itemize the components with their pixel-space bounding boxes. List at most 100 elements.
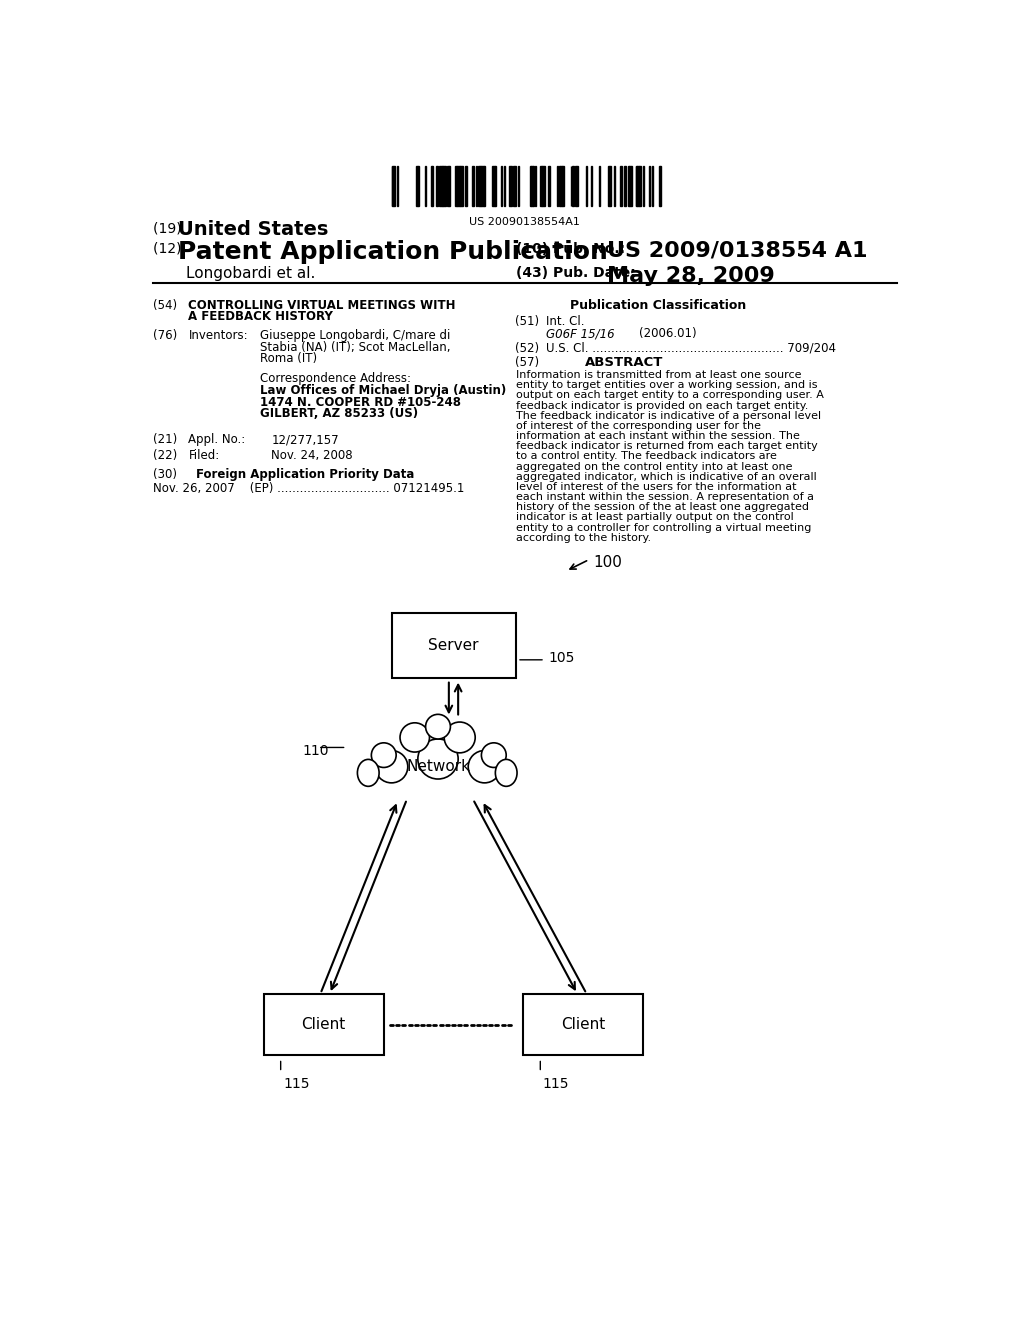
Bar bbox=[397, 166, 398, 206]
Bar bbox=[652, 166, 653, 206]
Text: 110: 110 bbox=[302, 743, 329, 758]
Text: US 2009/0138554 A1: US 2009/0138554 A1 bbox=[607, 240, 867, 260]
Text: Network: Network bbox=[406, 759, 470, 775]
Bar bbox=[523, 994, 643, 1056]
Text: (52): (52) bbox=[515, 342, 540, 355]
Text: each instant within the session. A representation of a: each instant within the session. A repre… bbox=[515, 492, 813, 502]
Bar bbox=[557, 166, 558, 206]
Text: Nov. 26, 2007    (EP) .............................. 07121495.1: Nov. 26, 2007 (EP) .....................… bbox=[153, 482, 464, 495]
Text: (76): (76) bbox=[153, 330, 177, 342]
Text: Nov. 24, 2008: Nov. 24, 2008 bbox=[271, 449, 353, 462]
Text: indicator is at least partially output on the control: indicator is at least partially output o… bbox=[515, 512, 794, 523]
Text: information at each instant within the session. The: information at each instant within the s… bbox=[515, 432, 800, 441]
Bar bbox=[607, 166, 611, 206]
Bar bbox=[416, 166, 418, 206]
Text: Filed:: Filed: bbox=[188, 449, 220, 462]
Text: (43) Pub. Date:: (43) Pub. Date: bbox=[515, 267, 635, 280]
Bar bbox=[465, 166, 467, 206]
Text: aggregated on the control entity into at least one: aggregated on the control entity into at… bbox=[515, 462, 792, 471]
Bar bbox=[455, 166, 458, 206]
Text: (54): (54) bbox=[153, 298, 177, 312]
Text: level of interest of the users for the information at: level of interest of the users for the i… bbox=[515, 482, 796, 492]
Bar bbox=[438, 166, 442, 206]
Text: Server: Server bbox=[428, 638, 479, 653]
Ellipse shape bbox=[372, 743, 396, 767]
Bar bbox=[624, 166, 626, 206]
Text: Client: Client bbox=[561, 1018, 605, 1032]
Text: (12): (12) bbox=[153, 242, 185, 256]
Text: The feedback indicator is indicative of a personal level: The feedback indicator is indicative of … bbox=[515, 411, 820, 421]
Text: Patent Application Publication: Patent Application Publication bbox=[178, 240, 608, 264]
Text: output on each target entity to a corresponding user. A: output on each target entity to a corres… bbox=[515, 391, 823, 400]
Ellipse shape bbox=[357, 759, 379, 787]
Text: (30): (30) bbox=[153, 469, 177, 480]
Bar bbox=[621, 166, 623, 206]
Bar bbox=[614, 166, 615, 206]
Bar bbox=[562, 166, 563, 206]
Bar bbox=[532, 166, 535, 206]
Bar bbox=[504, 166, 506, 206]
Text: (51): (51) bbox=[515, 315, 540, 329]
Text: (2006.01): (2006.01) bbox=[640, 327, 697, 341]
Bar bbox=[477, 166, 480, 206]
Ellipse shape bbox=[375, 751, 408, 783]
Ellipse shape bbox=[426, 714, 451, 739]
Text: Foreign Application Priority Data: Foreign Application Priority Data bbox=[197, 469, 415, 480]
Bar bbox=[442, 166, 445, 206]
Bar bbox=[458, 166, 460, 206]
Text: Inventors:: Inventors: bbox=[188, 330, 248, 342]
Text: 105: 105 bbox=[548, 651, 574, 664]
Text: GILBERT, AZ 85233 (US): GILBERT, AZ 85233 (US) bbox=[260, 407, 418, 420]
Bar bbox=[432, 166, 433, 206]
Text: Int. Cl.: Int. Cl. bbox=[547, 315, 585, 329]
Text: entity to a controller for controlling a virtual meeting: entity to a controller for controlling a… bbox=[515, 523, 811, 532]
Bar bbox=[531, 166, 532, 206]
Bar bbox=[481, 166, 483, 206]
Ellipse shape bbox=[444, 722, 475, 752]
Bar bbox=[540, 166, 542, 206]
Text: 1474 N. COOPER RD #105-248: 1474 N. COOPER RD #105-248 bbox=[260, 396, 461, 409]
Ellipse shape bbox=[468, 751, 501, 783]
Bar bbox=[637, 166, 639, 206]
Bar bbox=[461, 166, 463, 206]
Text: A FEEDBACK HISTORY: A FEEDBACK HISTORY bbox=[188, 310, 334, 323]
Bar bbox=[575, 166, 578, 206]
Bar bbox=[493, 166, 495, 206]
Bar bbox=[560, 166, 562, 206]
Bar bbox=[447, 166, 449, 206]
Text: to a control entity. The feedback indicators are: to a control entity. The feedback indica… bbox=[515, 451, 776, 462]
Text: United States: United States bbox=[178, 220, 329, 239]
Bar bbox=[483, 166, 485, 206]
Text: according to the history.: according to the history. bbox=[515, 533, 650, 543]
Bar bbox=[435, 166, 438, 206]
Text: US 20090138554A1: US 20090138554A1 bbox=[469, 216, 581, 227]
Text: Roma (IT): Roma (IT) bbox=[260, 352, 316, 366]
Text: Client: Client bbox=[301, 1018, 346, 1032]
Bar bbox=[392, 166, 394, 206]
Bar bbox=[472, 166, 474, 206]
Text: aggregated indicator, which is indicative of an overall: aggregated indicator, which is indicativ… bbox=[515, 471, 816, 482]
Text: Publication Classification: Publication Classification bbox=[569, 298, 746, 312]
Text: 115: 115 bbox=[543, 1077, 569, 1092]
Bar bbox=[572, 166, 573, 206]
Text: (21): (21) bbox=[153, 433, 177, 446]
Text: Information is transmitted from at least one source: Information is transmitted from at least… bbox=[515, 370, 801, 380]
Text: history of the session of the at least one aggregated: history of the session of the at least o… bbox=[515, 503, 809, 512]
Text: G06F 15/16: G06F 15/16 bbox=[547, 327, 615, 341]
Bar bbox=[391, 612, 515, 678]
Text: feedback indicator is returned from each target entity: feedback indicator is returned from each… bbox=[515, 441, 817, 451]
Text: (19): (19) bbox=[153, 222, 185, 235]
Ellipse shape bbox=[496, 759, 517, 787]
Text: (57): (57) bbox=[515, 356, 540, 370]
Bar bbox=[509, 166, 512, 206]
Text: Law Offices of Michael Dryja (Austin): Law Offices of Michael Dryja (Austin) bbox=[260, 384, 506, 397]
Text: Appl. No.:: Appl. No.: bbox=[188, 433, 246, 446]
Text: ABSTRACT: ABSTRACT bbox=[586, 356, 664, 370]
Ellipse shape bbox=[481, 743, 506, 767]
Bar bbox=[513, 166, 515, 206]
Bar bbox=[630, 166, 632, 206]
Ellipse shape bbox=[400, 723, 429, 752]
Text: 115: 115 bbox=[283, 1077, 309, 1092]
Text: 12/277,157: 12/277,157 bbox=[271, 433, 339, 446]
Bar bbox=[639, 166, 641, 206]
